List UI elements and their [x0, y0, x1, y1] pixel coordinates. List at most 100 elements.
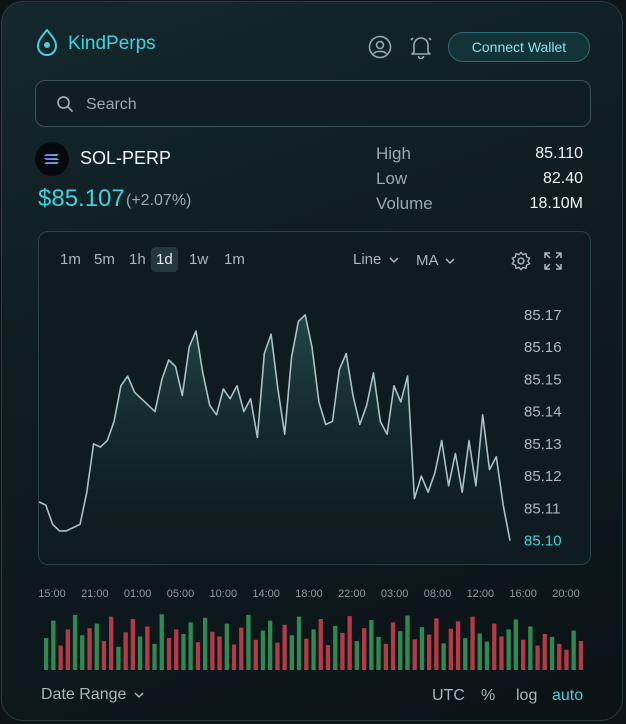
volume-bar	[390, 622, 396, 670]
volume-bar	[224, 623, 229, 670]
timeframe-1mo[interactable]: 1m	[224, 251, 245, 268]
volume-bar	[571, 630, 576, 670]
gear-icon[interactable]	[507, 247, 535, 275]
x-tick-label: 22:00	[338, 588, 366, 600]
percent-toggle[interactable]: %	[481, 687, 496, 704]
y-tick-label: 85.15	[524, 371, 562, 388]
y-tick-label: 85.17	[524, 307, 562, 324]
market-symbol[interactable]: SOL-PERP	[80, 148, 172, 168]
price-line	[38, 314, 511, 541]
volume-bar	[506, 629, 511, 670]
x-tick-label: 14:00	[252, 588, 280, 600]
volume-bar	[275, 642, 280, 670]
volume-bar	[87, 628, 92, 670]
volume-bar	[528, 626, 533, 670]
drop-logo-icon	[36, 28, 58, 61]
volume-bar	[109, 616, 114, 670]
chart-type-dropdown[interactable]: Line	[353, 251, 399, 268]
fullscreen-icon[interactable]	[539, 247, 567, 275]
volume-bar	[578, 641, 584, 670]
volume-bar	[116, 646, 121, 670]
volume-bar	[44, 638, 49, 670]
x-tick-label: 05:00	[167, 588, 195, 600]
search-icon	[56, 95, 74, 118]
timeframe-1h[interactable]: 1h	[129, 251, 146, 268]
volume-bar	[159, 614, 164, 670]
x-tick-label: 03:00	[381, 588, 409, 600]
price-area	[39, 314, 510, 563]
volume-bar	[101, 641, 107, 670]
volume-bar	[347, 616, 352, 670]
volume-bar	[470, 616, 475, 670]
auto-toggle[interactable]: auto	[552, 687, 584, 704]
volume-bar	[463, 638, 468, 670]
log-toggle[interactable]: log	[516, 687, 538, 704]
volume-bar	[492, 623, 497, 670]
x-tick-label: 18:00	[295, 588, 323, 600]
timeframe-1d[interactable]: 1d	[151, 247, 178, 272]
volume-bar	[174, 629, 179, 670]
stat-volume-value: 18.10M	[529, 195, 583, 212]
search-bar[interactable]	[35, 80, 591, 128]
search-input[interactable]	[84, 81, 568, 128]
y-tick-label: 85.16	[524, 339, 562, 356]
utc-toggle[interactable]: UTC	[432, 687, 465, 704]
x-tick-label: 10:00	[210, 588, 238, 600]
volume-bar	[289, 635, 294, 670]
volume-bar	[441, 643, 446, 670]
chevron-down-icon	[445, 258, 455, 265]
x-tick-label: 15:00	[38, 588, 66, 600]
volume-bar	[369, 620, 374, 670]
y-tick-label: 85.12	[524, 468, 562, 485]
x-tick-label: 08:00	[424, 588, 452, 600]
x-tick-label: 01:00	[124, 588, 152, 600]
volume-bar	[58, 645, 63, 670]
volume-bar	[564, 649, 569, 670]
timeframe-1m[interactable]: 1m	[60, 251, 81, 268]
volume-bar	[419, 627, 425, 670]
volume-bar	[195, 642, 201, 670]
volume-bar	[123, 632, 128, 670]
bell-icon[interactable]	[406, 32, 436, 62]
volume-bar	[51, 620, 56, 670]
date-range-dropdown[interactable]: Date Range	[41, 686, 144, 704]
volume-bar	[376, 636, 381, 670]
volume-bar	[210, 631, 215, 670]
volume-bar	[405, 615, 410, 670]
price-change: (+2.07%)	[126, 192, 192, 209]
volume-bar	[311, 629, 316, 670]
volume-bar	[94, 623, 99, 670]
stat-volume-label: Volume	[376, 194, 433, 213]
volume-bar	[268, 620, 273, 670]
x-tick-label: 12:00	[467, 588, 495, 600]
volume-bar	[137, 636, 143, 670]
volume-bar	[412, 639, 417, 670]
stat-high-value: 85.110	[535, 145, 583, 162]
y-tick-label: 85.11	[524, 500, 560, 517]
user-icon[interactable]	[365, 32, 395, 62]
volume-bar	[72, 614, 78, 670]
volume-bar	[448, 628, 453, 670]
volume-bar	[80, 635, 85, 670]
y-tick-label: 85.14	[524, 404, 562, 421]
x-tick-label: 16:00	[509, 588, 537, 600]
date-range-label: Date Range	[41, 686, 127, 703]
volume-bar	[354, 641, 359, 670]
timeframe-5m[interactable]: 5m	[94, 251, 115, 268]
volume-bar	[383, 643, 388, 670]
volume-bar	[484, 641, 490, 670]
volume-bar	[217, 636, 222, 670]
timeframe-1w[interactable]: 1w	[189, 251, 209, 268]
volume-bar	[333, 625, 338, 670]
connect-wallet-button[interactable]: Connect Wallet	[448, 32, 590, 62]
volume-bar	[427, 634, 432, 670]
volume-bar	[513, 619, 518, 670]
volume-bar	[499, 636, 504, 670]
volume-bar	[455, 621, 461, 670]
volume-bar	[318, 619, 323, 670]
indicator-dropdown[interactable]: MA	[416, 252, 455, 269]
volume-bar	[246, 614, 251, 670]
volume-bar	[203, 617, 208, 670]
